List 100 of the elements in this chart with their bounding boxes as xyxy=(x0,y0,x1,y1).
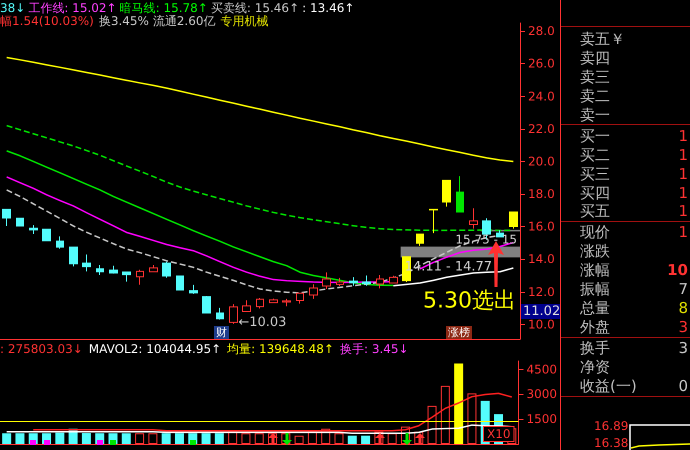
candlestick xyxy=(56,236,64,250)
y-tick-label: 28.0 xyxy=(528,24,555,38)
bar xyxy=(15,433,24,444)
y-tick-label: 24.0 xyxy=(528,89,555,104)
candlestick xyxy=(442,180,451,208)
bar xyxy=(214,433,224,444)
annotation: ←10.03 xyxy=(238,315,286,330)
candlestick xyxy=(496,230,504,238)
text: 1 xyxy=(678,184,688,202)
y-tick-label: 26.0 xyxy=(528,56,555,71)
candlestick xyxy=(109,265,118,274)
category-label: 卖一 xyxy=(580,106,610,124)
candlestick xyxy=(389,275,398,284)
bar xyxy=(174,433,184,444)
bar xyxy=(2,433,12,444)
category-label: 卖二 xyxy=(580,87,610,105)
candlestick xyxy=(136,269,144,286)
text: 1 xyxy=(678,223,688,241)
y-tick-label: 4500 xyxy=(526,362,558,376)
text: 38↓ xyxy=(0,1,26,15)
annotation: 换3.45% 流通2.60亿 xyxy=(98,14,216,28)
text: 7 xyxy=(678,280,688,298)
bar xyxy=(55,432,64,444)
y-tick-label: 20.0 xyxy=(528,154,555,168)
candlestick xyxy=(16,218,24,226)
text: 暗马线: 15.78↑ xyxy=(120,1,208,15)
category-label: 买五 xyxy=(580,202,610,220)
annotation: 涨榜 xyxy=(448,326,470,339)
text: 11.02 xyxy=(523,304,560,319)
candlestick xyxy=(42,228,51,242)
candlestick xyxy=(362,274,371,286)
candlestick xyxy=(429,208,438,234)
category-label: 外盘 xyxy=(580,318,610,336)
category-label: 卖三 xyxy=(580,68,610,86)
candlestick xyxy=(322,272,331,290)
y-tick-label: 12.0 xyxy=(528,284,555,299)
candlestick xyxy=(216,307,224,320)
text: 1 xyxy=(678,127,688,145)
y-tick-label: 18.0 xyxy=(528,187,555,202)
annotation: 专用机械 xyxy=(220,14,268,28)
candlestick xyxy=(122,272,131,282)
text: 16.89 xyxy=(594,419,628,433)
candlestick xyxy=(416,234,424,246)
candlestick xyxy=(176,275,184,290)
category-label: 换手 xyxy=(580,339,610,357)
text: 3 xyxy=(678,318,688,336)
text: 买卖线: 15.46↑ xyxy=(210,1,300,15)
bar xyxy=(202,433,211,444)
candlestick xyxy=(162,261,171,278)
line-series xyxy=(6,150,394,286)
annotation: 5.30选出 xyxy=(423,288,516,314)
y-tick-label: 3000 xyxy=(526,387,558,402)
candlestick xyxy=(456,176,464,212)
text: 16.38 xyxy=(594,436,628,450)
candlestick xyxy=(336,277,344,287)
text: : 275803.03↓ xyxy=(0,342,83,356)
category-label: 涨跌 xyxy=(580,242,610,260)
text: 1 xyxy=(678,146,688,164)
category-label: 卖四 xyxy=(580,49,610,67)
category-label: 买一 xyxy=(580,127,610,145)
text: 1 xyxy=(678,165,688,183)
text: 3 xyxy=(678,339,688,357)
category-label: 振幅 xyxy=(580,280,610,298)
y-tick-label: 10.0 xyxy=(528,317,555,332)
candlestick xyxy=(149,264,158,272)
bar xyxy=(361,436,370,444)
y-tick-label: 16.0 xyxy=(528,220,555,234)
text: 0 xyxy=(678,377,688,395)
candlestick xyxy=(349,276,358,286)
candlestick xyxy=(242,300,251,312)
candlestick xyxy=(82,254,91,272)
candlestick xyxy=(509,211,518,230)
category-label: 卖五￥ xyxy=(580,30,625,48)
y-tick-label: 22.0 xyxy=(528,122,555,136)
category-label: 净资 xyxy=(580,358,610,376)
bar xyxy=(162,433,171,444)
text: 换手: 3.45↓ xyxy=(340,342,409,356)
candlestick xyxy=(2,208,11,226)
candlestick xyxy=(269,298,278,304)
annotation: 幅1.54(10.03%) xyxy=(0,14,94,28)
candlestick xyxy=(69,246,78,267)
category-label: 总量 xyxy=(580,299,610,317)
category-label: 收益(一) xyxy=(580,377,637,395)
y-tick-label: 14.0 xyxy=(528,252,555,266)
category-label: 现价 xyxy=(580,223,610,241)
candlestick xyxy=(282,298,291,307)
candlestick xyxy=(309,284,318,300)
line-series xyxy=(6,56,514,162)
category-label: 买三 xyxy=(580,165,610,183)
candlestick xyxy=(29,224,38,234)
candlestick xyxy=(296,292,304,304)
candlestick xyxy=(202,296,211,314)
candlestick xyxy=(376,274,384,289)
text: : 13.46↑ xyxy=(302,1,354,15)
text: MAVOL2: 104044.95↑ xyxy=(88,342,222,356)
text: 10 xyxy=(667,261,688,279)
text: 8 xyxy=(678,299,688,317)
candlestick xyxy=(189,284,198,294)
text: 均量: 139648.48↑ xyxy=(226,342,334,356)
bar xyxy=(122,433,131,444)
